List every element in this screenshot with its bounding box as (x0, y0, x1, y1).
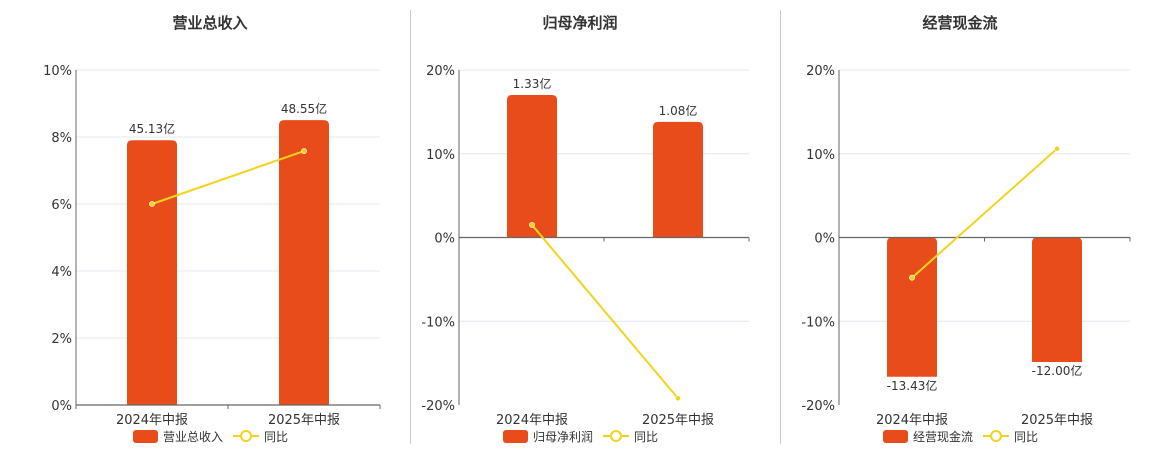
x-tick-label: 2025年中报 (268, 413, 340, 428)
legend-line-marker (990, 430, 1002, 442)
y-tick-label: 0% (434, 232, 455, 247)
y-tick-label: 10% (43, 64, 72, 79)
bar (507, 95, 557, 238)
bar-value-label: -12.00亿 (1032, 363, 1083, 378)
y-tick-label: 20% (806, 64, 835, 79)
yoy-point (1054, 145, 1060, 152)
chart-title: 经营现金流 (922, 14, 997, 32)
y-tick-label: -10% (421, 315, 455, 330)
bar-value-label: 48.55亿 (281, 101, 327, 116)
y-tick-label: 4% (51, 265, 72, 280)
yoy-point (675, 395, 681, 402)
legend-line-label: 同比 (1014, 430, 1038, 444)
legend-bar-swatch (883, 430, 908, 443)
y-tick-label: -10% (801, 315, 835, 330)
y-tick-label: 0% (51, 399, 72, 414)
y-tick-label: 0% (814, 232, 835, 247)
yoy-line (151, 150, 305, 205)
x-tick-label: 2025年中报 (1021, 413, 1093, 428)
legend-line-marker (610, 430, 622, 442)
bar-value-label: -13.43亿 (887, 378, 938, 393)
y-tick-label: -20% (801, 399, 835, 414)
x-tick-label: 2024年中报 (876, 413, 948, 428)
legend-bar-swatch (503, 430, 528, 443)
x-tick-label: 2024年中报 (496, 413, 568, 428)
bar (127, 140, 177, 405)
bar (279, 120, 329, 406)
bar (1032, 237, 1082, 362)
x-tick-label: 2025年中报 (642, 413, 714, 428)
yoy-point (149, 201, 155, 207)
x-tick-label: 2024年中报 (116, 413, 188, 428)
y-tick-label: 10% (426, 148, 455, 163)
legend-bar-label: 归母净利润 (533, 430, 593, 444)
yoy-line (911, 147, 1058, 279)
bar-value-label: 1.33亿 (513, 76, 552, 91)
yoy-point (301, 148, 307, 154)
y-tick-label: 10% (806, 148, 835, 163)
legend-line-label: 同比 (264, 430, 288, 444)
yoy-line (531, 224, 679, 399)
yoy-point (529, 222, 535, 228)
y-tick-label: 6% (51, 198, 72, 213)
y-tick-label: 20% (426, 64, 455, 79)
chart-separator (410, 10, 411, 444)
y-tick-label: 8% (51, 131, 72, 146)
legend-bar-label: 经营现金流 (913, 429, 973, 444)
legend-line-label: 同比 (634, 430, 658, 444)
bar (653, 121, 703, 238)
y-tick-label: 2% (51, 332, 72, 347)
chart-title: 营业总收入 (172, 14, 247, 32)
legend-bar-swatch (133, 430, 158, 443)
bar (887, 237, 937, 377)
bar-value-label: 45.13亿 (129, 121, 175, 136)
chart-separator (780, 10, 781, 444)
yoy-point (909, 274, 915, 281)
bar-value-label: 1.08亿 (659, 103, 698, 118)
y-tick-label: -20% (421, 399, 455, 414)
legend-bar-label: 营业总收入 (163, 430, 223, 444)
chart-title: 归母净利润 (542, 14, 617, 32)
legend-line-marker (240, 430, 252, 442)
